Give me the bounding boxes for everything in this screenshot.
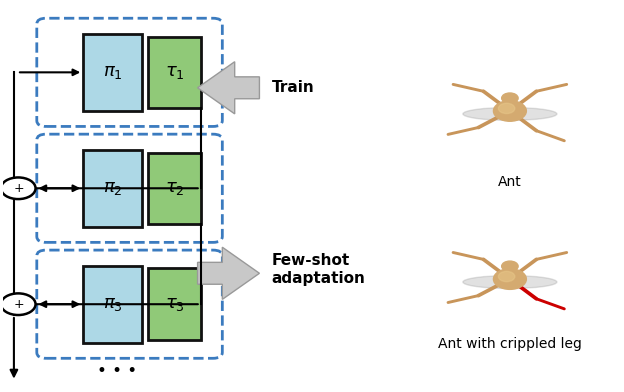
Text: $\pi_1$: $\pi_1$ [103, 64, 122, 81]
Circle shape [494, 269, 527, 289]
Ellipse shape [463, 107, 557, 120]
Polygon shape [198, 62, 260, 114]
Bar [148, 152, 201, 224]
Circle shape [499, 103, 515, 114]
Bar [148, 36, 201, 108]
Text: $\tau_2$: $\tau_2$ [165, 179, 184, 197]
Circle shape [1, 293, 36, 315]
Bar [83, 150, 142, 227]
Bar [148, 269, 201, 340]
Text: $+$: $+$ [12, 298, 24, 311]
Polygon shape [198, 247, 260, 299]
Text: $\pi_2$: $\pi_2$ [103, 179, 122, 197]
Text: $\pi_3$: $\pi_3$ [103, 295, 122, 313]
Text: Few-shot
adaptation: Few-shot adaptation [272, 252, 366, 286]
Ellipse shape [463, 276, 557, 289]
Text: $\tau_3$: $\tau_3$ [165, 295, 184, 313]
Circle shape [1, 178, 36, 199]
Bar [83, 34, 142, 111]
Circle shape [502, 93, 518, 103]
Text: Ant: Ant [498, 175, 522, 189]
Circle shape [502, 261, 518, 271]
Circle shape [499, 271, 515, 282]
Text: $+$: $+$ [12, 182, 24, 195]
Circle shape [494, 101, 527, 121]
Text: Train: Train [272, 80, 314, 95]
Text: Ant with crippled leg: Ant with crippled leg [438, 337, 582, 351]
Text: $\tau_1$: $\tau_1$ [165, 64, 184, 81]
Text: • • •: • • • [97, 361, 137, 379]
Bar [83, 265, 142, 343]
